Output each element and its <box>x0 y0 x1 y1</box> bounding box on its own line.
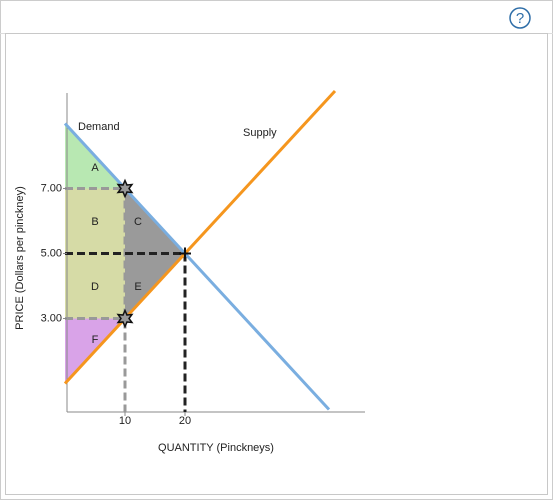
chart-frame <box>5 33 548 495</box>
series-label: Supply <box>243 127 277 139</box>
y-axis-label: PRICE (Dollars per pinckney) <box>14 186 26 330</box>
region <box>65 188 125 254</box>
region-label: F <box>92 334 99 346</box>
region <box>65 253 125 319</box>
series-label: Demand <box>78 121 120 133</box>
point-marker <box>116 308 134 329</box>
region-label: B <box>91 216 98 228</box>
y-tick-label: 3.00 <box>41 312 62 324</box>
region-label: A <box>91 162 99 174</box>
help-circle[interactable] <box>509 7 531 29</box>
series-line <box>63 122 331 411</box>
point-marker <box>116 178 134 199</box>
x-tick-label: 20 <box>179 415 191 427</box>
x-axis-label: QUANTITY (Pinckneys) <box>158 442 274 454</box>
y-tick-label: 5.00 <box>41 247 62 259</box>
help-icon[interactable]: ? <box>516 10 524 27</box>
region-label: D <box>91 281 99 293</box>
region-label: C <box>134 216 142 228</box>
series-line <box>63 89 337 385</box>
help-button[interactable]: ? <box>509 7 531 29</box>
x-tick-label: 10 <box>119 415 131 427</box>
y-tick-label: 7.00 <box>41 182 62 194</box>
region-label: E <box>134 281 141 293</box>
